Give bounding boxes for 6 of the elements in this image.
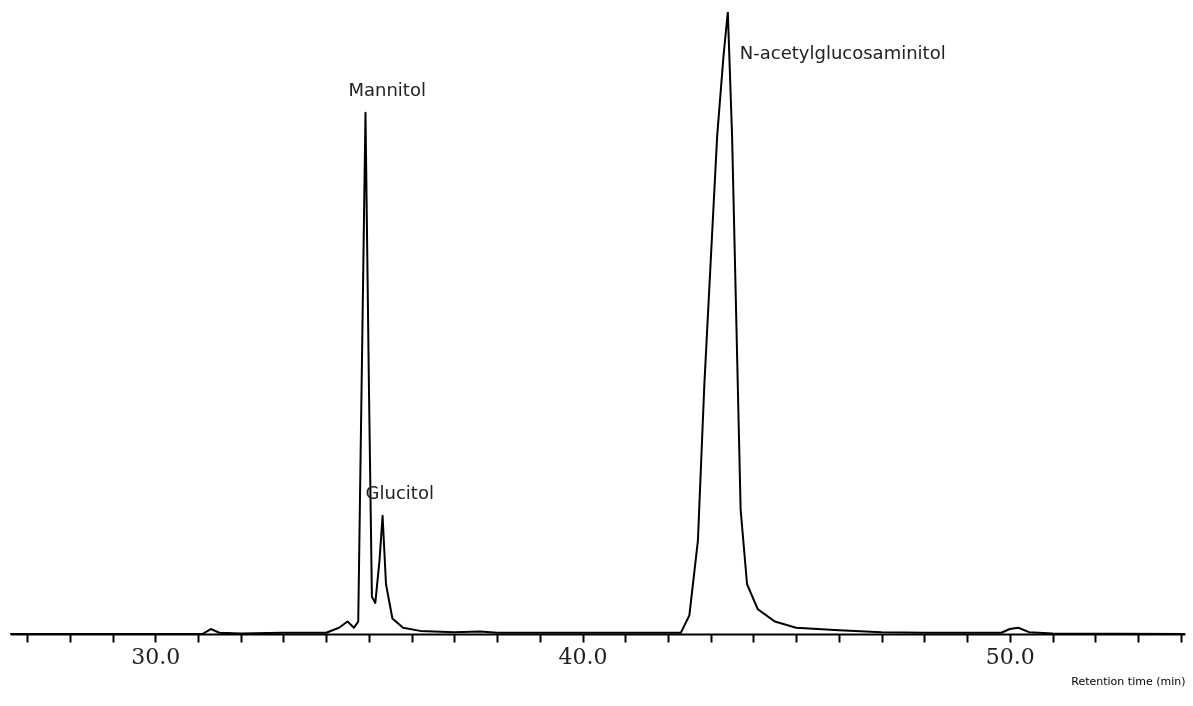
x-axis-title: Retention time (min): [1071, 674, 1186, 688]
x-tick-label: 50.0: [985, 643, 1035, 669]
annotation: N-acetylglucosaminitol: [739, 42, 946, 63]
annotation: Mannitol: [348, 78, 426, 100]
x-tick-label: 30.0: [131, 643, 181, 669]
x-tick-label: 40.0: [558, 643, 608, 669]
